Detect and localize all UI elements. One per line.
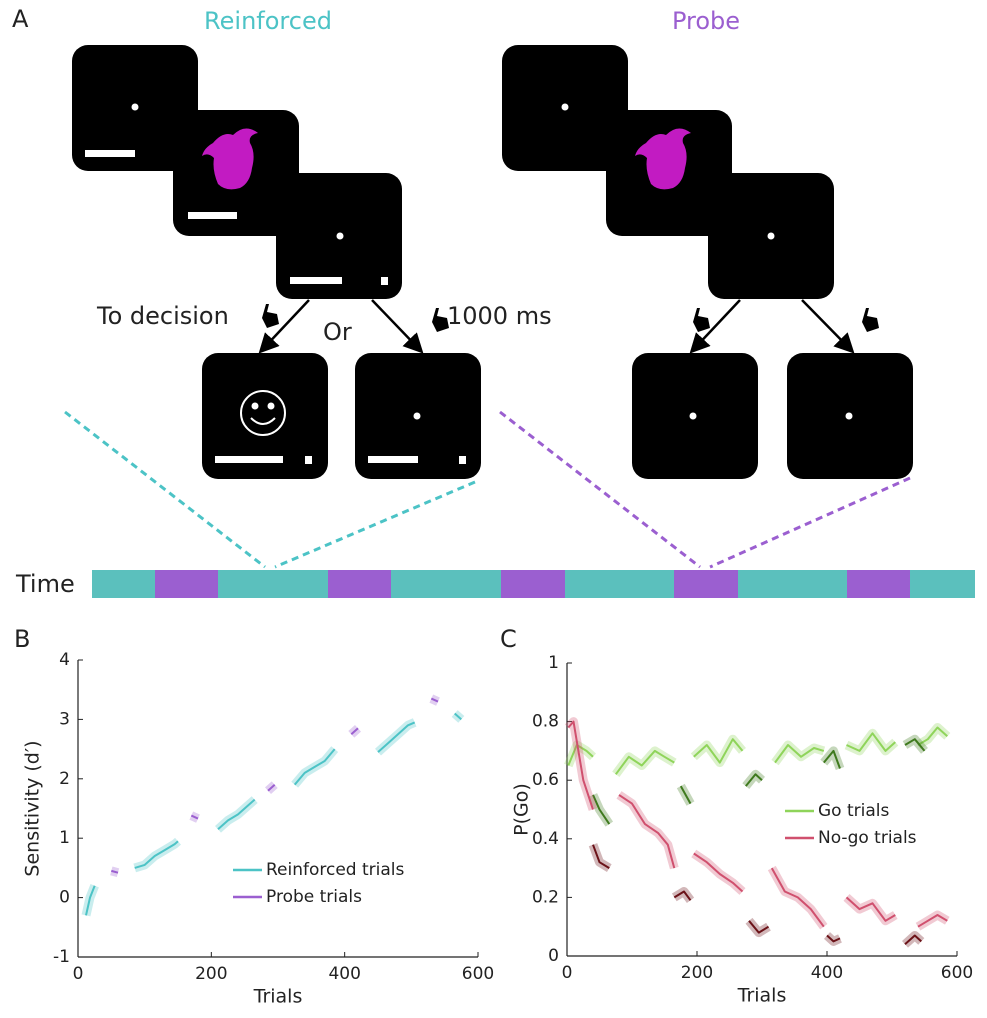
probe-title: Probe	[672, 7, 740, 35]
y-tick-label: 1	[548, 653, 559, 673]
y-tick-label: 2	[59, 769, 70, 789]
timeline-segment	[218, 570, 328, 598]
timeline-segment	[155, 570, 218, 598]
reinforced-title: Reinforced	[204, 7, 332, 35]
timeline-segment	[738, 570, 847, 598]
x-tick-label: 400	[328, 964, 360, 984]
timeline-segment	[501, 570, 565, 598]
timeline-segment	[847, 570, 910, 598]
timeline-segment	[565, 570, 674, 598]
progress-bar	[290, 277, 342, 284]
x-axis-label: Trials	[737, 985, 787, 1007]
legend-label: No-go trials	[818, 828, 917, 848]
response-square	[305, 456, 312, 464]
x-tick-label: 400	[811, 963, 843, 983]
delay-label: 1000 ms	[447, 302, 552, 330]
panel-label: B	[14, 625, 30, 653]
series-band	[86, 714, 461, 916]
series-line	[111, 699, 438, 873]
y-tick-label: 0.4	[532, 829, 559, 849]
x-tick-label: 600	[941, 963, 973, 983]
timeline-segment	[328, 570, 391, 598]
fixation-dot	[768, 233, 775, 240]
timeline-segment	[910, 570, 975, 598]
arrow	[802, 300, 851, 350]
hand-icon	[693, 308, 710, 332]
x-axis-label: Trials	[253, 986, 303, 1008]
y-axis-label: Sensitivity (d′)	[22, 740, 44, 876]
y-tick-label: 4	[59, 650, 70, 670]
series-line	[86, 714, 461, 916]
fixation-dot	[252, 403, 259, 410]
series-band	[568, 728, 947, 775]
fixation-dot	[562, 104, 569, 111]
hand-icon	[862, 308, 879, 332]
fixation-dot	[132, 104, 139, 111]
y-tick-label: 1	[59, 828, 70, 848]
progress-bar	[215, 456, 283, 463]
progress-bar	[85, 150, 135, 157]
y-tick-label: 0.2	[532, 887, 559, 907]
series-line	[593, 845, 921, 945]
timeline-segment	[674, 570, 738, 598]
y-tick-label: 0.8	[532, 712, 559, 732]
panel-label: C	[500, 625, 517, 653]
legend-label: Go trials	[818, 801, 889, 821]
time-label: Time	[15, 570, 75, 598]
legend-label: Reinforced trials	[266, 860, 405, 880]
fixation-dot	[690, 413, 697, 420]
fixation-dot	[268, 403, 275, 410]
x-tick-label: 600	[462, 964, 494, 984]
figure: A B C Reinforced Probe To decision Or 10…	[0, 0, 987, 1014]
progress-bar	[368, 456, 418, 463]
fixation-dot	[846, 413, 853, 420]
x-tick-label: 0	[562, 963, 573, 983]
x-tick-label: 200	[681, 963, 713, 983]
x-tick-label: 200	[195, 964, 227, 984]
progress-bar	[188, 212, 237, 219]
arrow	[372, 300, 420, 350]
y-tick-label: 0	[548, 946, 559, 966]
panel-label: A	[12, 5, 29, 33]
zoom-line	[275, 482, 475, 567]
y-tick-label: 0	[59, 888, 70, 908]
timeline-segment	[92, 570, 155, 598]
legend-label: Probe trials	[266, 887, 362, 907]
y-tick-label: 0.6	[532, 770, 559, 790]
to-decision-label: To decision	[96, 302, 229, 330]
timeline-segment	[391, 570, 501, 598]
y-tick-label: -1	[53, 947, 70, 967]
x-tick-label: 0	[73, 964, 84, 984]
or-label: Or	[323, 318, 352, 346]
y-axis-label: P(Go)	[511, 783, 533, 836]
zoom-line	[710, 478, 910, 567]
hand-icon	[262, 304, 279, 328]
response-square	[459, 456, 466, 464]
fixation-dot	[337, 233, 344, 240]
fixation-dot	[414, 413, 421, 420]
response-square	[381, 277, 388, 285]
y-tick-label: 3	[59, 709, 70, 729]
